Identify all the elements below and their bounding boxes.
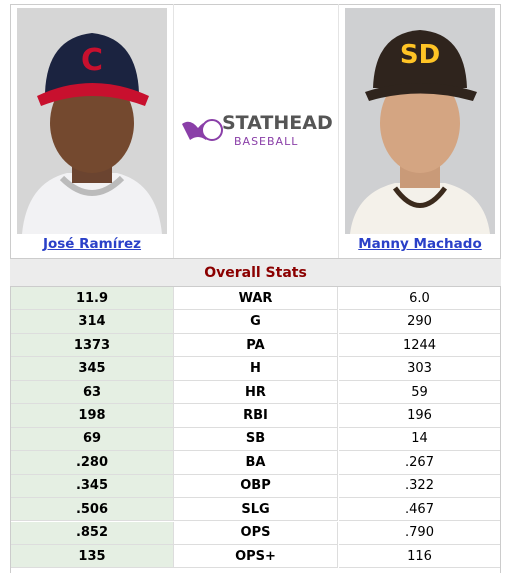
stat-value: 303 [339,357,500,381]
player-name-link[interactable]: José Ramírez [42,236,142,252]
player-photo: C [17,8,167,234]
stat-label: OBP [174,474,338,499]
stat-value: 198 [11,404,174,428]
stat-value: .790 [339,521,500,545]
stat-label: OPS+ [174,544,338,569]
stat-label: OPS [174,521,338,545]
stat-value: .345 [11,474,174,499]
stat-value: 116 [339,544,500,569]
stat-label: PA [174,333,338,358]
stat-value: .280 [11,451,174,475]
divider [173,4,174,258]
stat-value: .506 [11,498,174,522]
stat-value: 1373 [11,333,174,358]
svg-text:SD: SD [400,40,440,70]
stathead-logo: STATHEAD BASEBALL [182,112,333,148]
stat-label: H [174,357,338,381]
stat-value: 69 [11,427,174,452]
stat-value: 63 [11,380,174,405]
stat-value: 290 [339,310,500,334]
stat-label: BA [174,451,338,475]
stat-label: WAR [174,287,338,311]
divider [338,4,339,258]
player-name-link[interactable]: Manny Machado [358,236,482,252]
logo-brand: STATHEAD [222,112,333,134]
stat-value: 196 [339,404,500,428]
svg-text:C: C [81,43,103,78]
stat-value: 6.0 [339,287,500,311]
stat-label: SB [174,427,338,452]
stat-value: .467 [339,498,500,522]
stat-label: SLG [174,498,338,522]
section-title: Overall Stats [10,258,501,287]
stat-value: .322 [339,474,500,499]
stat-value: .852 [11,521,174,545]
stat-label: G [174,310,338,334]
player-photo: SD [345,8,495,234]
stat-value: 1244 [339,333,500,358]
stat-value: 59 [339,380,500,405]
logo-sub: BASEBALL [234,135,298,148]
stat-label: HR [174,380,338,405]
stat-label: RBI [174,404,338,428]
stat-value: 345 [11,357,174,381]
stat-value: .267 [339,451,500,475]
stat-value: 11.9 [11,287,174,311]
stat-value: 14 [339,427,500,452]
stat-value: 135 [11,544,174,569]
compare-frame [10,4,501,573]
stat-value: 314 [11,310,174,334]
